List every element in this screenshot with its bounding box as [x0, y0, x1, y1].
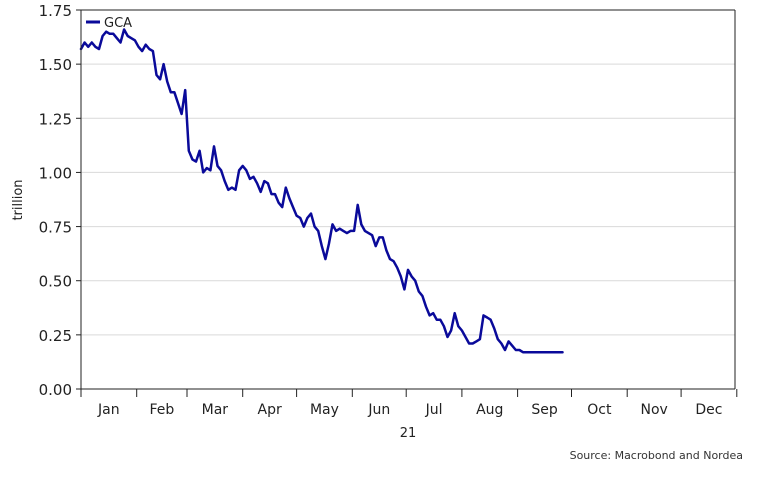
legend: GCA	[86, 16, 132, 31]
axes: 0.00 0.25 0.50 0.75 1.00 1.25 1.50 1.75 Jan Feb Ma…	[39, 2, 738, 418]
y-tick-label: 0.50	[39, 273, 72, 291]
legend-label-gca: GCA	[104, 16, 132, 31]
x-tick-label: Dec	[695, 402, 722, 418]
gridlines	[81, 63, 735, 336]
y-tick-label: 0.25	[39, 327, 72, 345]
x-axis-year-label: 21	[400, 426, 417, 441]
x-tick-label: Apr	[258, 402, 282, 418]
y-tick-label: 1.25	[39, 110, 72, 128]
source-note: Source: Macrobond and Nordea	[569, 449, 743, 462]
y-tick-label: 1.00	[39, 164, 72, 182]
x-tick-label: Nov	[640, 402, 667, 418]
x-tick-label: Jul	[425, 402, 443, 418]
x-tick-label: Oct	[587, 402, 612, 418]
x-tick-label: May	[310, 402, 339, 418]
y-tick-label: 1.75	[39, 2, 72, 20]
y-tick-label: 0.00	[39, 381, 72, 399]
x-tick-label: Mar	[202, 402, 229, 418]
x-tick-label: Jun	[367, 402, 390, 418]
series-line-gca	[79, 28, 564, 354]
y-tick-label: 1.50	[39, 56, 72, 74]
x-tick-label: Aug	[476, 402, 503, 418]
y-axis-label: trillion	[11, 179, 26, 220]
x-tick-label: Jan	[97, 402, 120, 418]
y-tick-label: 0.75	[39, 219, 72, 237]
x-tick-label: Feb	[149, 402, 174, 418]
x-tick-label: Sep	[531, 402, 558, 418]
series-layer	[79, 28, 564, 354]
